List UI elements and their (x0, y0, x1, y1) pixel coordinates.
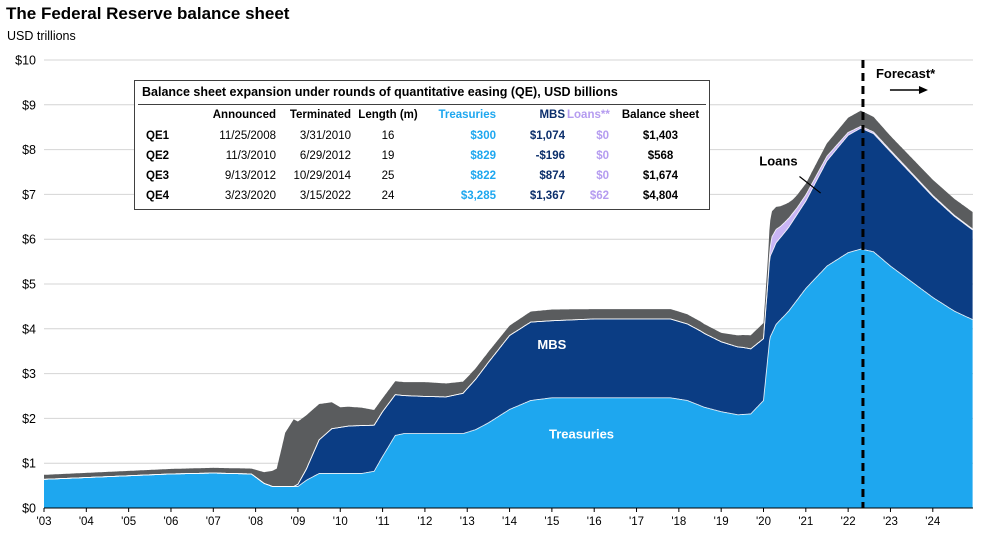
loans-pointer-line (799, 176, 822, 194)
length-months: 25 (381, 170, 395, 182)
loans-value: $0 (596, 170, 609, 182)
qe-table-header-row: Announced Terminated Length (m) Treasuri… (135, 109, 709, 127)
announced-date: 3/23/2020 (224, 190, 276, 202)
y-tick-label: $4 (22, 322, 36, 336)
x-tick-label: '14 (502, 516, 518, 528)
x-tick-label: '18 (671, 516, 686, 528)
axes: $0 $1 $2 $3 $4 $5 $6 $7 $8 $9 $10 '03 '04 '05 '06 '07 '0… (15, 54, 973, 528)
mbs-value: $874 (539, 170, 565, 182)
header-mbs: MBS (539, 109, 565, 121)
x-tick-label: '23 (883, 516, 898, 528)
x-tick-label: '24 (925, 516, 941, 528)
x-tick-label: '17 (629, 516, 644, 528)
x-tick-label: '05 (121, 516, 136, 528)
length-months: 19 (381, 150, 395, 162)
loans-series-label: Loans (759, 153, 797, 168)
y-tick-label: $1 (22, 457, 36, 471)
table-row: QE4 3/23/2020 3/15/2022 24 $3,285 $1,367… (135, 190, 709, 208)
table-row: QE1 11/25/2008 3/31/2010 16 $300 $1,074 … (135, 130, 709, 148)
balance-sheet-value: $1,403 (642, 130, 679, 142)
x-tick-label: '09 (290, 516, 305, 528)
header-terminated: Terminated (289, 109, 351, 121)
y-tick-label: $9 (22, 98, 36, 112)
table-row: QE3 9/13/2012 10/29/2014 25 $822 $874 $0… (135, 170, 709, 188)
header-announced: Announced (212, 109, 276, 121)
x-tick-label: '11 (376, 516, 390, 528)
qe-round-label: QE3 (146, 170, 170, 182)
qe-round-label: QE4 (146, 190, 170, 202)
forecast-label: Forecast* (876, 66, 936, 81)
header-loans: Loans** (567, 109, 610, 121)
y-tick-label: $6 (22, 233, 36, 247)
announced-date: 11/3/2010 (225, 150, 276, 162)
terminated-date: 3/15/2022 (299, 190, 351, 202)
x-tick-label: '20 (756, 516, 771, 528)
treasuries-value: $822 (470, 170, 496, 182)
x-tick-label: '03 (37, 516, 52, 528)
y-tick-label: $2 (22, 412, 36, 426)
announced-date: 11/25/2008 (219, 130, 276, 142)
table-row: QE2 11/3/2010 6/29/2012 19 $829 -$196 $0… (135, 150, 709, 168)
treasuries-value: $829 (470, 150, 496, 162)
mbs-value: -$196 (535, 150, 565, 162)
qe-expansion-table: Balance sheet expansion under rounds of … (134, 80, 710, 210)
y-tick-label: $3 (22, 367, 36, 381)
treasuries-value: $300 (470, 130, 496, 142)
length-months: 16 (381, 130, 395, 142)
header-balance-sheet: Balance sheet (621, 109, 700, 121)
loans-value: $62 (589, 190, 609, 202)
x-tick-label: '22 (841, 516, 856, 528)
y-tick-label: $10 (15, 54, 36, 68)
x-tick-label: '16 (587, 516, 602, 528)
balance-sheet-value: $568 (647, 150, 674, 162)
x-tick-label: '21 (798, 516, 813, 528)
x-tick-label: '10 (333, 516, 348, 528)
terminated-date: 10/29/2014 (293, 170, 351, 182)
x-tick-label: '04 (79, 516, 95, 528)
y-tick-label: $0 (22, 502, 36, 516)
y-tick-label: $5 (22, 278, 36, 292)
series-boundary (44, 125, 973, 487)
length-months: 24 (381, 190, 395, 202)
qe-table-title: Balance sheet expansion under rounds of … (142, 85, 618, 99)
mbs-value: $1,367 (529, 190, 565, 202)
mbs-value: $1,074 (529, 130, 565, 142)
chart-title: The Federal Reserve balance sheet (6, 4, 290, 23)
qe-table-title-rule (138, 104, 706, 105)
terminated-date: 6/29/2012 (299, 150, 351, 162)
forecast-arrow-head (918, 86, 928, 94)
treasuries-area (44, 249, 973, 508)
header-treasuries: Treasuries (438, 109, 496, 121)
treasuries-series-label: Treasuries (549, 427, 614, 442)
loans-value: $0 (596, 130, 609, 142)
y-tick-label: $7 (22, 188, 36, 202)
mbs-series-label: MBS (537, 337, 566, 352)
terminated-date: 3/31/2010 (299, 130, 351, 142)
y-tick-label: $8 (22, 143, 36, 157)
loans-value: $0 (596, 150, 609, 162)
x-tick-label: '19 (714, 516, 729, 528)
stacked-areas (44, 110, 973, 508)
balance-sheet-value: $1,674 (642, 170, 679, 182)
header-length: Length (m) (358, 109, 418, 121)
treasuries-value: $3,285 (460, 190, 496, 202)
mbs-area (44, 128, 973, 487)
x-tick-label: '08 (248, 516, 263, 528)
x-tick-label: '13 (460, 516, 475, 528)
balance-sheet-value: $4,804 (642, 190, 679, 202)
x-tick-label: '12 (417, 516, 432, 528)
qe-round-label: QE1 (146, 130, 170, 142)
y-axis-unit-label: USD trillions (7, 29, 76, 43)
qe-round-label: QE2 (146, 150, 170, 162)
x-tick-label: '06 (163, 516, 178, 528)
x-tick-label: '07 (206, 516, 221, 528)
x-tick-label: '15 (544, 516, 559, 528)
announced-date: 9/13/2012 (224, 170, 276, 182)
